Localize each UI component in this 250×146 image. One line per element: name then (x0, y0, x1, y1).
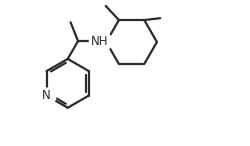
Text: N: N (42, 89, 51, 102)
Text: NH: NH (91, 35, 108, 48)
